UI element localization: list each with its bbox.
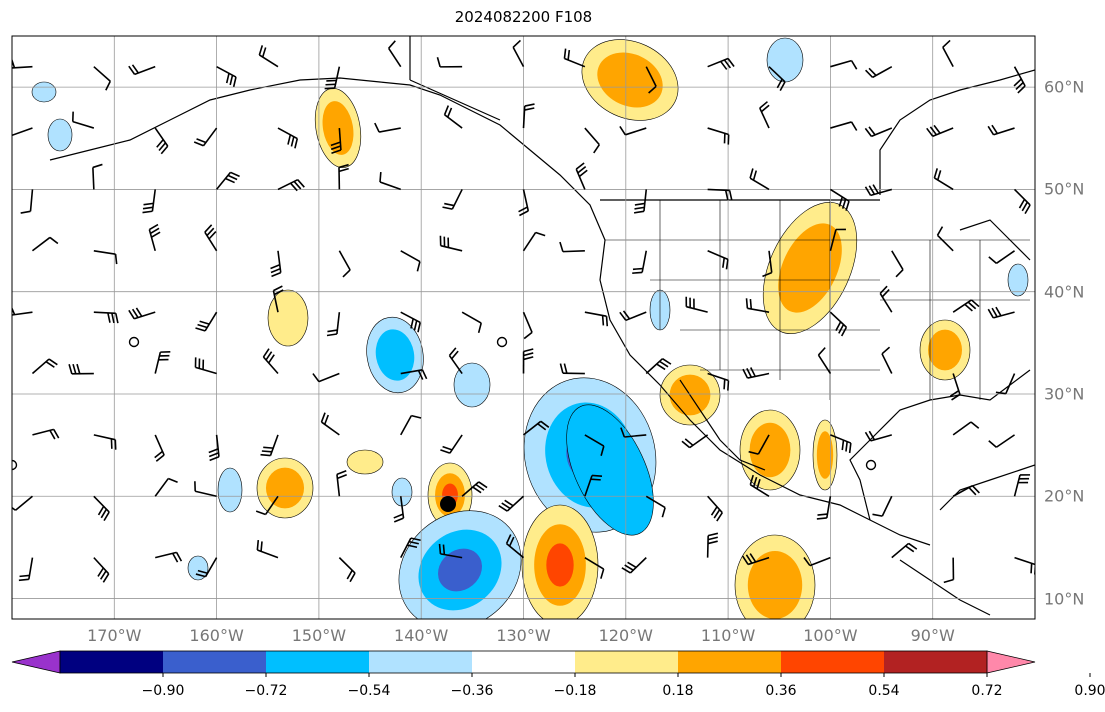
- colorbar: [11, 650, 1091, 677]
- longitude-label: 110°W: [700, 626, 756, 645]
- storm-center-marker: [440, 496, 456, 512]
- latitude-label: 40°N: [1044, 282, 1085, 302]
- colorbar-swatch: [575, 651, 679, 673]
- longitude-label: 100°W: [803, 626, 858, 645]
- storm-markers: [440, 496, 456, 512]
- colorbar-tick-label: 0.72: [971, 683, 1003, 699]
- map-frame: [11, 35, 1036, 620]
- colorbar-swatch: [369, 651, 473, 673]
- latitude-label: 20°N: [1044, 486, 1085, 506]
- colorbar-swatch: [678, 651, 782, 673]
- colorbar-swatch: [781, 651, 885, 673]
- colorbar-extend-low: [11, 650, 61, 674]
- longitude-label: 160°W: [189, 626, 244, 645]
- graticule: [12, 36, 1035, 619]
- longitude-label: 140°W: [394, 626, 449, 645]
- latitude-label: 30°N: [1044, 384, 1085, 404]
- colorbar-swatch: [472, 651, 576, 673]
- colorbar-swatch: [163, 651, 267, 673]
- anomaly-contours: [31, 37, 1029, 619]
- latitude-label: 60°N: [1044, 77, 1085, 97]
- colorbar-tick-label: 0.18: [662, 683, 694, 699]
- wind-barbs: [12, 39, 1035, 584]
- colorbar-swatch: [884, 651, 988, 673]
- colorbar-tick-label: 0.54: [868, 683, 900, 699]
- map-title: 2024082200 F108: [454, 8, 593, 26]
- colorbar-tick-label: −0.18: [553, 683, 597, 699]
- colorbar-tick-label: −0.72: [244, 683, 288, 699]
- colorbar-tick-label: 0.36: [765, 683, 797, 699]
- colorbar-tick-label: −0.90: [141, 683, 185, 699]
- longitude-label: 120°W: [598, 626, 653, 645]
- colorbar-extend-high: [986, 650, 1036, 674]
- latitude-label: 50°N: [1044, 179, 1085, 199]
- longitude-label: 170°W: [87, 626, 142, 645]
- colorbar-swatch: [266, 651, 370, 673]
- latitude-label: 10°N: [1044, 589, 1085, 609]
- longitude-label: 130°W: [496, 626, 551, 645]
- colorbar-tick-label: −0.54: [347, 683, 391, 699]
- colorbar-swatch: [60, 651, 164, 673]
- longitude-label: 90°W: [910, 626, 955, 645]
- colorbar-tick-label: 0.90: [1074, 683, 1105, 699]
- longitude-label: 150°W: [291, 626, 347, 645]
- colorbar-tick-label: −0.36: [450, 683, 494, 699]
